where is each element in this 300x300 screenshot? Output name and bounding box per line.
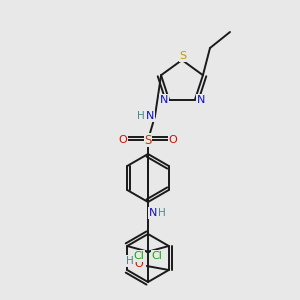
Text: H: H <box>158 208 166 218</box>
Text: O: O <box>169 135 177 145</box>
Text: O: O <box>118 135 127 145</box>
Text: H: H <box>126 256 134 266</box>
Text: H: H <box>137 111 145 121</box>
Text: N: N <box>146 111 154 121</box>
Text: S: S <box>144 134 152 146</box>
Text: Cl: Cl <box>133 251 144 261</box>
Text: N: N <box>160 95 168 105</box>
Text: Cl: Cl <box>152 251 163 261</box>
Text: O: O <box>134 259 143 269</box>
Text: N: N <box>149 208 157 218</box>
Text: S: S <box>179 51 187 61</box>
Text: N: N <box>197 95 205 105</box>
